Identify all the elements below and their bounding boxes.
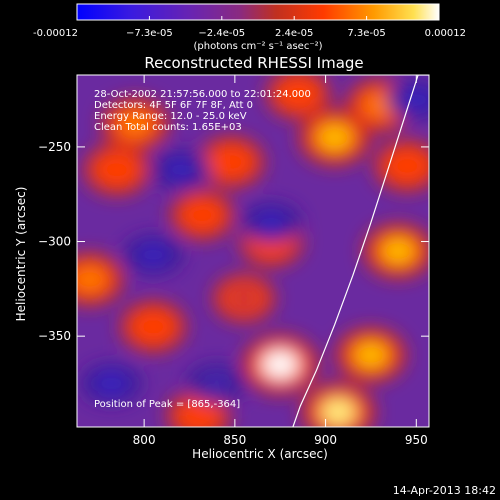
x-axis-tick-labels: 800 850 900 950 [133,433,428,447]
colorbar [76,3,440,21]
colorbar-tick-labels: -0.00012 −7.3e-05 −2.4e-05 2.4e-05 7.3e-05 0.… [33,28,466,39]
x-axis-ticks [143,75,417,427]
footer-timestamp: 14-Apr-2013 18:42 [393,484,496,497]
annotation-detectors: Detectors: 4F 5F 6F 7F 8F, Att 0 [94,100,253,111]
colorbar-unit-label: (photons cm⁻² s⁻¹ asec⁻²) [193,41,322,52]
annotation-time-range: 28-Oct-2002 21:57:56.000 to 22:01:24.000 [94,89,311,100]
annotation-clean-counts: Clean Total counts: 1.65E+03 [94,122,242,133]
y-axis-label: Heliocentric Y (arcsec) [14,187,28,322]
chart-title: Reconstructed RHESSI Image [144,54,363,72]
colorbar-tick-label: -0.00012 [33,28,78,39]
heatmap-image [77,75,429,427]
heatmap-blob [392,154,422,178]
heatmap-blob [230,287,258,309]
heatmap-blob [257,212,285,234]
colorbar-tick-label: 7.3e-05 [347,28,385,39]
heatmap-blob [167,159,194,181]
x-tick-label: 950 [405,433,428,447]
heatmap-blob [354,342,387,368]
heatmap-blob [96,371,127,396]
heatmap-blob [284,82,313,105]
x-tick-label: 800 [133,433,156,447]
y-tick-label: −350 [38,329,71,343]
heatmap-blob [102,158,132,182]
heatmap-blob [119,112,151,137]
heatmap-blob [382,238,415,264]
colorbar-tick-label: −2.4e-05 [198,28,245,39]
solar-limb-curve [292,75,429,427]
heatmap-blob [204,373,230,394]
colorbar-tick-label: 2.4e-05 [275,28,313,39]
heatmap-blob [216,150,246,174]
heatmap-blob [77,267,106,292]
heatmap-blob [139,243,168,266]
heatmap-blob [188,204,217,227]
plot-frame [76,74,430,428]
x-axis-label: Heliocentric X (arcsec) [192,447,328,461]
x-tick-label: 850 [223,433,246,447]
y-tick-label: −250 [38,140,71,154]
colorbar-tick-label: −7.3e-05 [126,28,173,39]
heatmap-blob [138,315,168,339]
heatmap-blob [262,350,299,379]
peak-position-label: Position of Peak = [865,-364] [94,399,240,410]
colorbar-tick-label: 0.00012 [425,28,466,39]
heatmap-blob [184,404,213,427]
annotation-energy-range: Energy Range: 12.0 - 25.0 keV [94,111,247,122]
y-tick-label: −300 [38,235,71,249]
heatmap-blob [317,124,352,151]
x-tick-label: 900 [314,433,337,447]
y-axis-tick-labels: −250 −300 −350 [38,140,71,343]
heatmap-blob [320,398,356,426]
heatmap-blob [401,88,429,112]
y-axis-ticks [77,146,429,337]
colorbar-ticks [76,16,440,20]
